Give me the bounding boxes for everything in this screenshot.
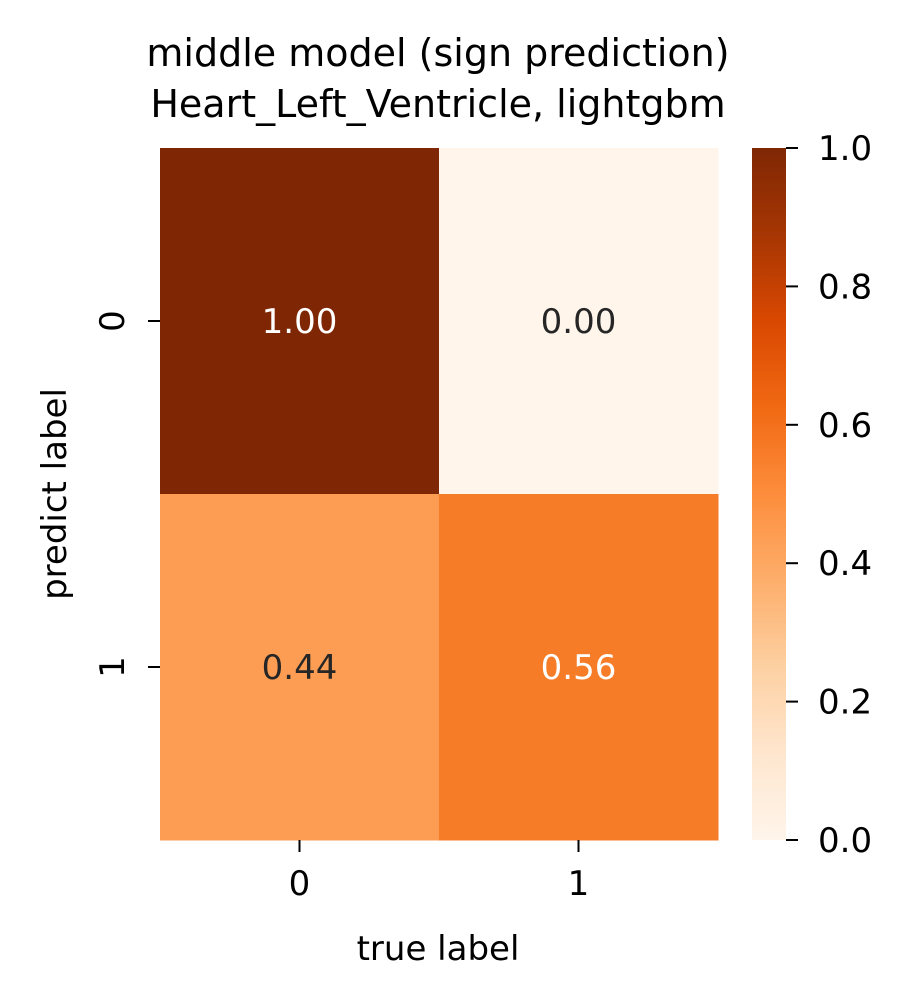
colorbar-tick-label: 0.8: [818, 267, 872, 307]
y-tick-label: 1: [93, 656, 133, 678]
x-tick-label: 1: [568, 864, 590, 904]
chart-title: middle model (sign prediction): [146, 31, 729, 75]
heatmap-cell: [160, 494, 440, 841]
cell-value-label: 0.00: [541, 302, 617, 342]
y-tick-label: 0: [93, 310, 133, 332]
y-axis-ticks: 01: [93, 310, 160, 678]
colorbar-tick-label: 1.0: [818, 129, 872, 169]
colorbar-tick-label: 0.6: [818, 406, 872, 446]
colorbar-tick-label: 0.4: [818, 544, 872, 584]
x-tick-label: 0: [289, 864, 311, 904]
colorbar-tick-label: 0.0: [818, 821, 872, 861]
heatmap-cell: [439, 148, 719, 495]
colorbar-tick-label: 0.2: [818, 683, 872, 723]
chart-subtitle: Heart_Left_Ventricle, lightgbm: [150, 82, 725, 126]
colorbar: [752, 148, 786, 840]
x-axis-label: true label: [357, 929, 520, 969]
y-axis-label: predict label: [35, 388, 75, 600]
cell-value-label: 0.44: [262, 648, 338, 688]
heatmap-cell: [160, 148, 440, 495]
heatmap-cells: [160, 148, 719, 841]
colorbar-ticks: 0.0 0.2 0.4 0.6 0.8 1.0: [786, 129, 872, 861]
heatmap-cell: [439, 494, 719, 841]
heatmap-annotations: 1.00 0.00 0.44 0.56: [262, 302, 617, 688]
cell-value-label: 1.00: [262, 302, 338, 342]
cell-value-label: 0.56: [541, 648, 617, 688]
